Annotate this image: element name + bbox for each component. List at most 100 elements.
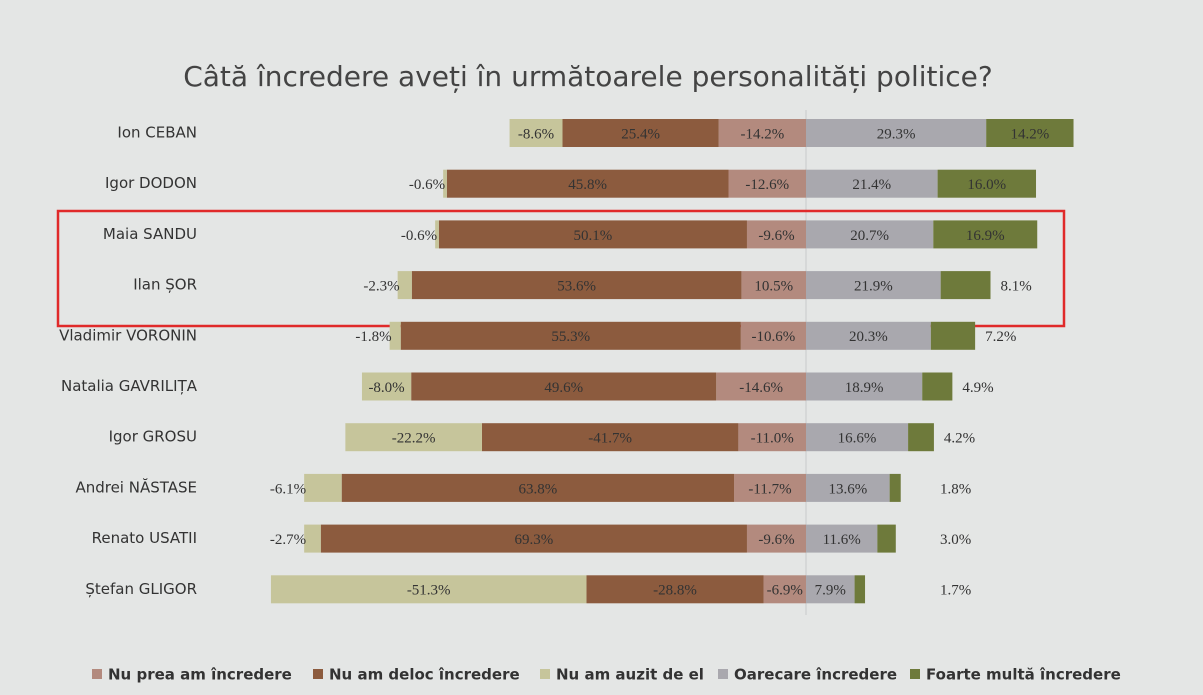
bar-segment bbox=[806, 524, 878, 553]
bar-segment bbox=[930, 321, 976, 350]
value-label: -14.6% bbox=[739, 380, 783, 396]
value-label: 29.3% bbox=[877, 126, 916, 142]
value-label: 14.2% bbox=[1010, 126, 1049, 142]
legend-swatch bbox=[540, 669, 550, 679]
bar-segment bbox=[940, 271, 991, 300]
value-label: 10.5% bbox=[754, 279, 793, 295]
category-label: Ion CEBAN bbox=[117, 124, 197, 142]
bar-segment bbox=[345, 423, 482, 452]
value-label: -9.6% bbox=[758, 532, 794, 548]
value-label: 69.3% bbox=[514, 532, 553, 548]
value-label: 8.1% bbox=[1001, 279, 1032, 295]
category-label: Ștefan GLIGOR bbox=[85, 580, 197, 598]
legend-label: Foarte multă încredere bbox=[926, 666, 1121, 684]
bar-segment bbox=[586, 575, 764, 604]
value-label: -28.8% bbox=[653, 583, 697, 599]
bar-segment bbox=[740, 321, 806, 350]
bar-segment bbox=[908, 423, 934, 452]
bar-segment bbox=[361, 372, 412, 401]
category-label: Maia SANDU bbox=[103, 225, 197, 243]
bar-segment bbox=[806, 169, 938, 198]
plot: Ion CEBAN -14.2% 25.4% -8.6% 29.3% 14.2% Igor … bbox=[59, 119, 1074, 604]
legend-label: Nu am auzit de el bbox=[556, 666, 704, 684]
bar-segment bbox=[718, 119, 806, 147]
bar-segment bbox=[400, 321, 741, 350]
category-label: Igor GROSU bbox=[109, 428, 197, 446]
value-label: 16.0% bbox=[967, 177, 1006, 193]
value-label: 1.7% bbox=[940, 583, 971, 599]
bar-segment bbox=[922, 372, 953, 401]
value-label: 45.8% bbox=[568, 177, 607, 193]
value-label: -6.9% bbox=[767, 583, 803, 599]
bar-segment bbox=[734, 473, 806, 502]
value-label: 18.9% bbox=[845, 380, 884, 396]
bar-segment bbox=[389, 321, 401, 350]
bar-segment bbox=[738, 423, 806, 452]
legend-swatch bbox=[910, 669, 920, 679]
bar-segment bbox=[435, 220, 439, 249]
bar-segment bbox=[446, 169, 729, 198]
legend-label: Nu prea am încredere bbox=[108, 666, 292, 684]
value-label: 3.0% bbox=[940, 532, 971, 548]
legend-swatch bbox=[313, 669, 323, 679]
category-label: Vladimir VORONIN bbox=[59, 326, 197, 344]
bar-segment bbox=[933, 220, 1038, 249]
value-label: -8.6% bbox=[518, 126, 554, 142]
value-label: 55.3% bbox=[551, 329, 590, 345]
value-label: 20.7% bbox=[850, 228, 889, 244]
bar-segment bbox=[716, 372, 806, 401]
category-label: Andrei NĂSTASE bbox=[75, 477, 197, 496]
bar-segment bbox=[746, 220, 806, 249]
bar-segment bbox=[341, 473, 735, 502]
value-label: -11.7% bbox=[748, 481, 791, 497]
bar-segment bbox=[304, 524, 321, 553]
value-label: 53.6% bbox=[557, 279, 596, 295]
bar-segment bbox=[438, 220, 747, 249]
value-label: 49.6% bbox=[544, 380, 583, 396]
value-label: 7.2% bbox=[985, 329, 1016, 345]
chart-title: Câtă încredere aveți în următoarele pers… bbox=[183, 60, 993, 93]
bar-segment bbox=[562, 119, 719, 147]
value-label: -9.6% bbox=[758, 228, 794, 244]
legend-label: Nu am deloc încredere bbox=[329, 666, 520, 684]
bar-segment bbox=[937, 169, 1037, 198]
legend-swatch bbox=[92, 669, 102, 679]
value-label: -14.2% bbox=[740, 126, 784, 142]
legend: Nu prea am încredere Nu am deloc încreder… bbox=[92, 666, 1121, 684]
value-label: -2.7% bbox=[270, 532, 306, 548]
value-label: -6.1% bbox=[270, 481, 306, 497]
legend-label: Oarecare încredere bbox=[734, 666, 897, 684]
bar-segment bbox=[746, 524, 806, 553]
bar-segment bbox=[270, 575, 587, 604]
value-label: -11.0% bbox=[751, 431, 794, 447]
bar-segment bbox=[854, 575, 866, 604]
value-label: -51.3% bbox=[407, 583, 451, 599]
value-label: 50.1% bbox=[574, 228, 613, 244]
bar-segment bbox=[806, 423, 909, 452]
bar-segment bbox=[397, 271, 412, 300]
value-label: 25.4% bbox=[621, 126, 660, 142]
value-label: 11.6% bbox=[823, 532, 861, 548]
value-label: 1.8% bbox=[940, 481, 971, 497]
bar-segment bbox=[411, 372, 717, 401]
value-label: 13.6% bbox=[828, 481, 867, 497]
bar-segment bbox=[877, 524, 896, 553]
value-label: -41.7% bbox=[588, 431, 632, 447]
bar-segment bbox=[806, 119, 987, 147]
bar-segment bbox=[806, 473, 890, 502]
value-label: -0.6% bbox=[409, 177, 445, 193]
bar-segment bbox=[304, 473, 342, 502]
category-label: Natalia GAVRILIȚA bbox=[61, 377, 198, 395]
value-label: 16.6% bbox=[838, 431, 877, 447]
value-label: 4.2% bbox=[944, 431, 975, 447]
category-label: Igor DODON bbox=[105, 174, 197, 192]
bar-segment bbox=[509, 119, 563, 147]
value-label: -2.3% bbox=[363, 279, 399, 295]
bar-segment bbox=[443, 169, 447, 198]
bar-segment bbox=[806, 220, 934, 249]
bar-segment bbox=[763, 575, 806, 604]
legend-swatch bbox=[718, 669, 728, 679]
bar-segment bbox=[320, 524, 747, 553]
bar-segment bbox=[741, 271, 806, 300]
